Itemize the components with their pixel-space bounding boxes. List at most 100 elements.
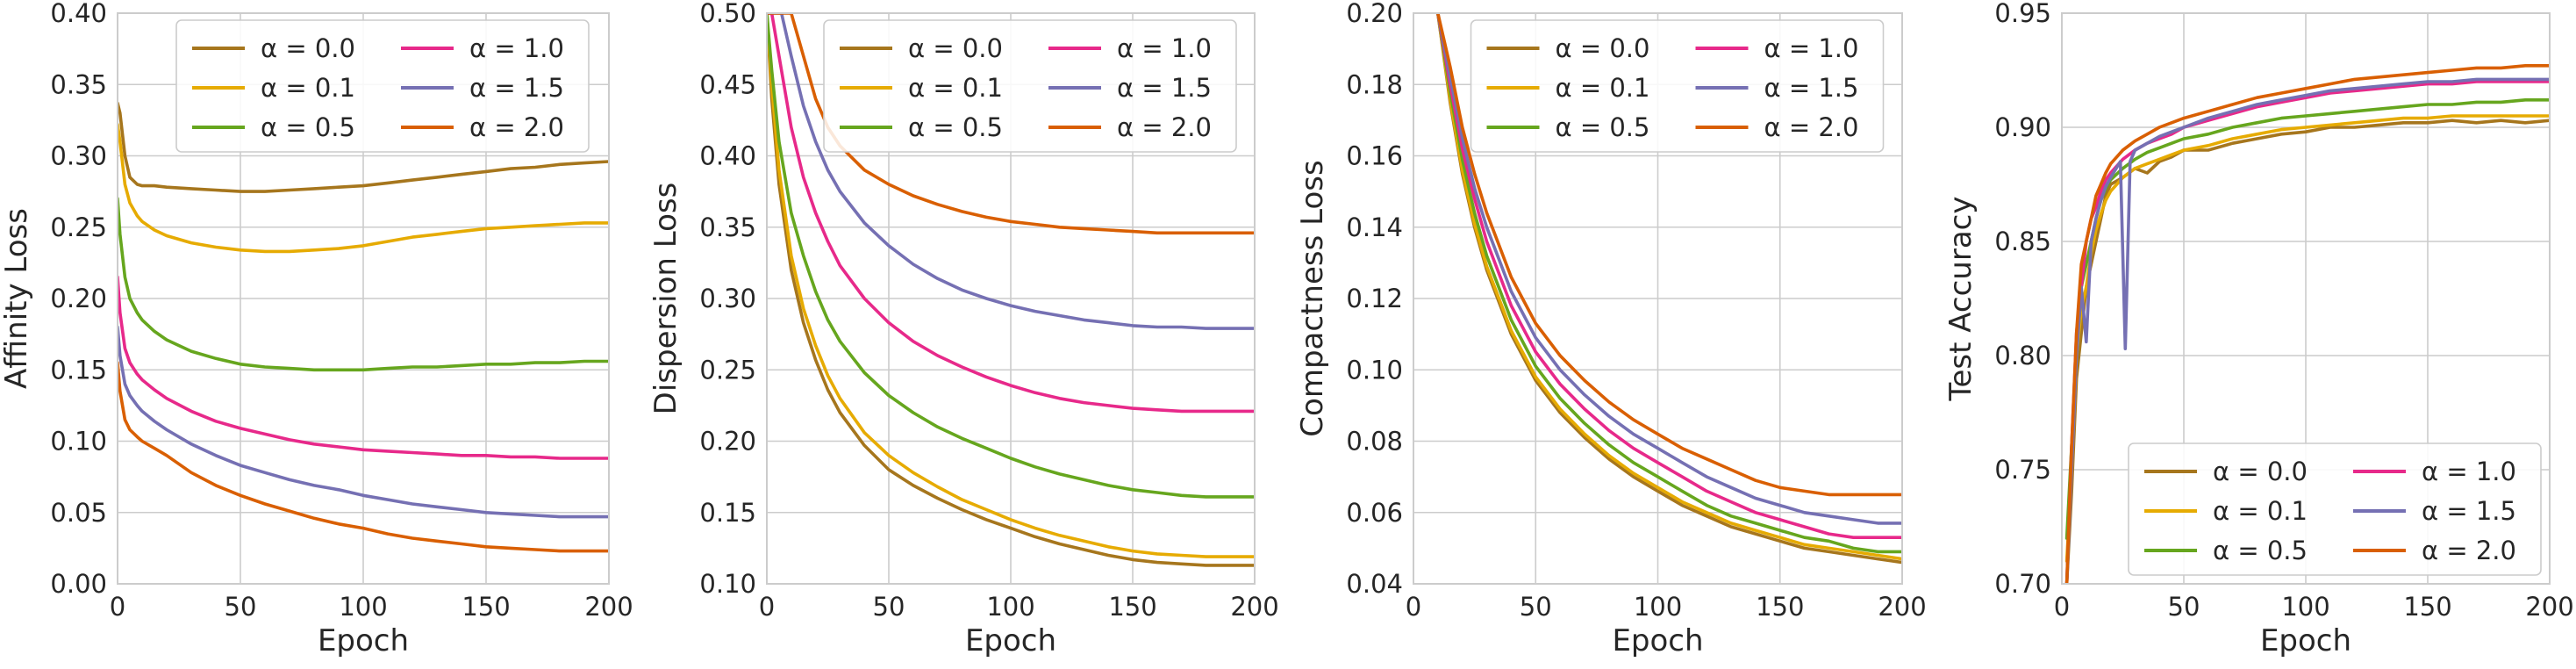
legend-box: [1470, 19, 1885, 153]
y-tick-label: 0.30: [50, 141, 107, 171]
series-line-2: [118, 197, 609, 372]
x-tick-label: 150: [1108, 592, 1156, 622]
legend-label: α = 2.0: [1117, 112, 1212, 142]
y-tick-label: 0.05: [50, 498, 107, 528]
affinity-loss-chart: 0 50 100 150 200 0.00 0.05 0.10 0.15 0.20 0.25 0.30…: [0, 0, 633, 658]
y-tick-label: 0.90: [1994, 112, 2051, 142]
plot-frame: [117, 12, 610, 585]
y-tick-label: 0.40: [50, 0, 107, 28]
legend-label: α = 2.0: [2422, 536, 2516, 565]
series-line-1: [767, 13, 1255, 558]
y-axis-label: Dispersion Loss: [648, 183, 683, 415]
legend-label: α = 0.0: [261, 33, 355, 63]
series-line-5: [1436, 13, 1902, 497]
legend-label: α = 0.1: [2213, 496, 2308, 526]
legend-label: α = 0.5: [2213, 536, 2308, 565]
y-tick-label: 0.16: [1346, 141, 1403, 171]
legend-box: [2128, 442, 2542, 576]
series-line-5: [118, 361, 609, 553]
series-line-3: [118, 275, 609, 460]
legend: α = 0.0 α = 0.1 α = 0.5 α = 1.0 α = 1.5 α = 2…: [823, 19, 1237, 153]
y-tick-label: 0.25: [699, 355, 756, 385]
x-tick-label: 150: [462, 592, 510, 622]
series-line-1: [1436, 13, 1902, 561]
x-tick-label: 200: [1878, 592, 1926, 622]
x-tick-label: 0: [759, 592, 775, 622]
series-line-4: [1436, 13, 1902, 525]
series-line-0: [118, 101, 609, 193]
series-line-2: [767, 13, 1255, 499]
test-accuracy-chart: 0 50 100 150 200 0.70 0.75 0.80 0.85 0.90 0.95 Epoc…: [1943, 0, 2574, 658]
y-tick-label: 0.10: [699, 569, 756, 599]
legend-box: [175, 19, 590, 153]
y-tick-label: 0.14: [1346, 212, 1403, 242]
legend: α = 0.0 α = 0.1 α = 0.5 α = 1.0 α = 1.5 α = 2…: [1470, 19, 1885, 153]
plot-frame: [2061, 12, 2551, 585]
series-group: [118, 101, 609, 553]
y-tick-label: 0.15: [50, 355, 107, 385]
series-line-1: [118, 123, 609, 254]
dispersion-loss-chart: 0 50 100 150 200 0.10 0.15 0.20 0.25 0.30 0.35 0.40…: [648, 0, 1279, 658]
y-tick-label: 0.00: [50, 569, 107, 599]
series-line-4: [2064, 77, 2550, 584]
legend-label: α = 1.5: [1117, 73, 1212, 103]
y-tick-label: 0.04: [1346, 569, 1403, 599]
y-axis-label: Compactness Loss: [1295, 160, 1330, 436]
legend-label: α = 0.1: [261, 73, 355, 103]
series-group: [1436, 13, 1902, 565]
legend: α = 0.0 α = 0.1 α = 0.5 α = 1.0 α = 1.5 α = 2…: [175, 19, 590, 153]
x-tick-label: 100: [1634, 592, 1682, 622]
x-axis-label: Epoch: [318, 623, 409, 658]
x-tick-label: 200: [584, 592, 633, 622]
legend-label: α = 1.5: [2422, 496, 2516, 526]
legend-label: α = 1.0: [469, 33, 564, 63]
plot-frame: [1413, 12, 1903, 585]
x-tick-label: 50: [873, 592, 905, 622]
y-tick-label: 0.15: [699, 498, 756, 528]
y-tick-label: 0.08: [1346, 427, 1403, 457]
x-axis-label: Epoch: [1612, 623, 1703, 658]
legend-label: α = 2.0: [1764, 112, 1859, 142]
x-tick-label: 0: [110, 592, 125, 622]
legend-label: α = 1.0: [1117, 33, 1212, 63]
y-tick-label: 0.95: [1994, 0, 2051, 28]
y-tick-label: 0.20: [50, 284, 107, 313]
legend-label: α = 0.0: [1556, 33, 1650, 63]
y-tick-label: 0.12: [1346, 284, 1403, 313]
x-tick-label: 200: [2525, 592, 2573, 622]
legend-box: [823, 19, 1237, 153]
y-tick-label: 0.30: [699, 284, 756, 313]
legend: α = 0.0 α = 0.1 α = 0.5 α = 1.0 α = 1.5 α = 2…: [2128, 442, 2542, 576]
x-tick-label: 0: [2054, 592, 2070, 622]
x-tick-label: 50: [2168, 592, 2200, 622]
series-group: [2064, 64, 2550, 584]
y-tick-label: 0.20: [699, 427, 756, 457]
y-tick-label: 0.25: [50, 212, 107, 242]
y-tick-label: 0.35: [50, 69, 107, 99]
x-tick-label: 100: [339, 592, 387, 622]
legend-label: α = 1.0: [2422, 457, 2516, 486]
series-line-3: [767, 13, 1255, 414]
legend-label: α = 2.0: [469, 112, 564, 142]
y-tick-label: 0.45: [699, 69, 756, 99]
x-tick-label: 50: [1520, 592, 1552, 622]
y-tick-label: 0.20: [1346, 0, 1403, 28]
x-tick-label: 100: [2281, 592, 2329, 622]
y-tick-label: 0.10: [50, 427, 107, 457]
x-tick-label: 150: [1756, 592, 1804, 622]
legend-label: α = 1.5: [469, 73, 564, 103]
plot-frame: [766, 12, 1256, 585]
series-line-2: [1436, 13, 1902, 554]
legend-label: α = 0.5: [1556, 112, 1650, 142]
y-tick-label: 0.75: [1994, 455, 2051, 485]
y-axis-label: Affinity Loss: [0, 208, 34, 389]
legend-label: α = 0.5: [908, 112, 1003, 142]
series-line-0: [767, 13, 1255, 567]
legend-label: α = 1.0: [1764, 33, 1859, 63]
series-line-4: [118, 325, 609, 519]
y-tick-label: 0.35: [699, 212, 756, 242]
x-tick-label: 0: [1406, 592, 1421, 622]
y-tick-label: 0.85: [1994, 227, 2051, 256]
x-axis-label: Epoch: [2260, 623, 2351, 658]
